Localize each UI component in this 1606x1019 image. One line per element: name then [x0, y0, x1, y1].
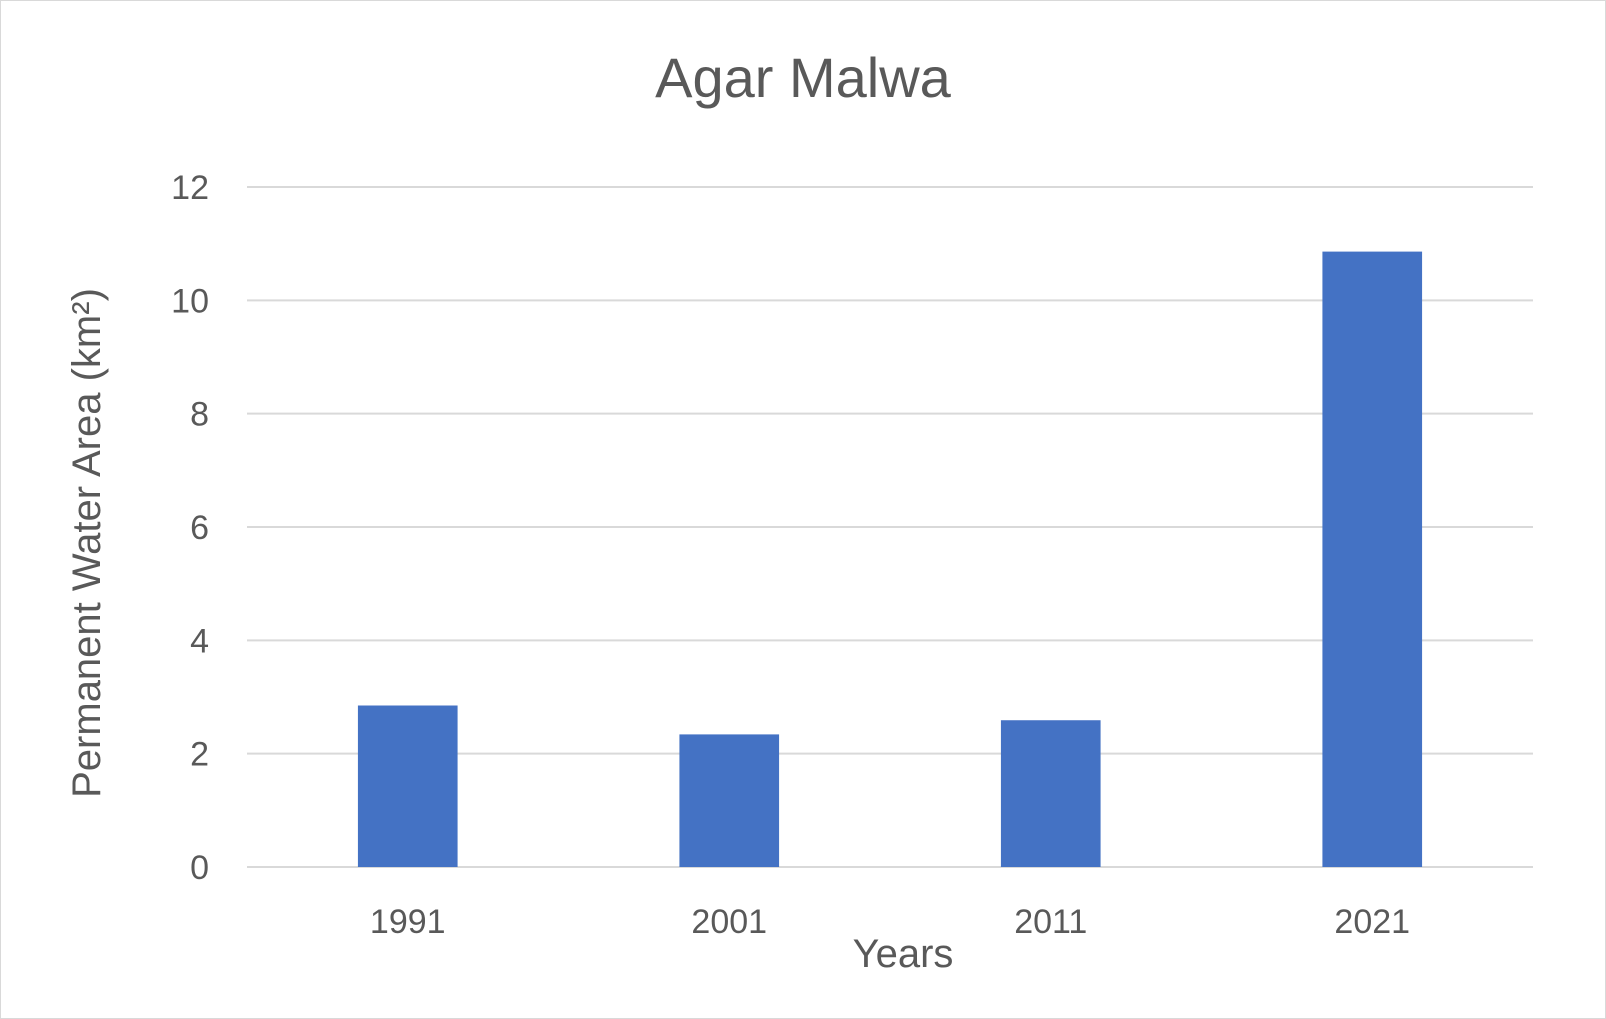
bar-1991: [357, 705, 458, 867]
x-axis-ticks: 1991 2001 2011 2021: [370, 903, 1410, 941]
bars: [357, 251, 1423, 868]
y-tick-label: 4: [190, 622, 209, 660]
y-tick-label: 6: [190, 509, 209, 547]
x-tick-label: 2001: [691, 903, 767, 941]
y-axis-ticks: 0 2 4 6 8 10 12: [171, 169, 209, 887]
x-tick-label: 2021: [1334, 903, 1410, 941]
y-tick-label: 12: [171, 169, 209, 207]
bar-2011: [1000, 720, 1101, 867]
bar-2001: [679, 734, 780, 867]
x-axis-title: Years: [853, 932, 954, 976]
x-tick-label: 1991: [370, 903, 446, 941]
y-axis-title: Permanent Water Area (km²): [65, 288, 109, 798]
bar-2021: [1322, 251, 1423, 868]
gridlines: [247, 186, 1533, 868]
y-tick-label: 10: [171, 282, 209, 320]
y-tick-label: 0: [190, 849, 209, 887]
chart-title: Agar Malwa: [655, 46, 952, 109]
y-tick-label: 2: [190, 736, 209, 774]
y-tick-label: 8: [190, 396, 209, 434]
x-tick-label: 2011: [1014, 903, 1087, 941]
